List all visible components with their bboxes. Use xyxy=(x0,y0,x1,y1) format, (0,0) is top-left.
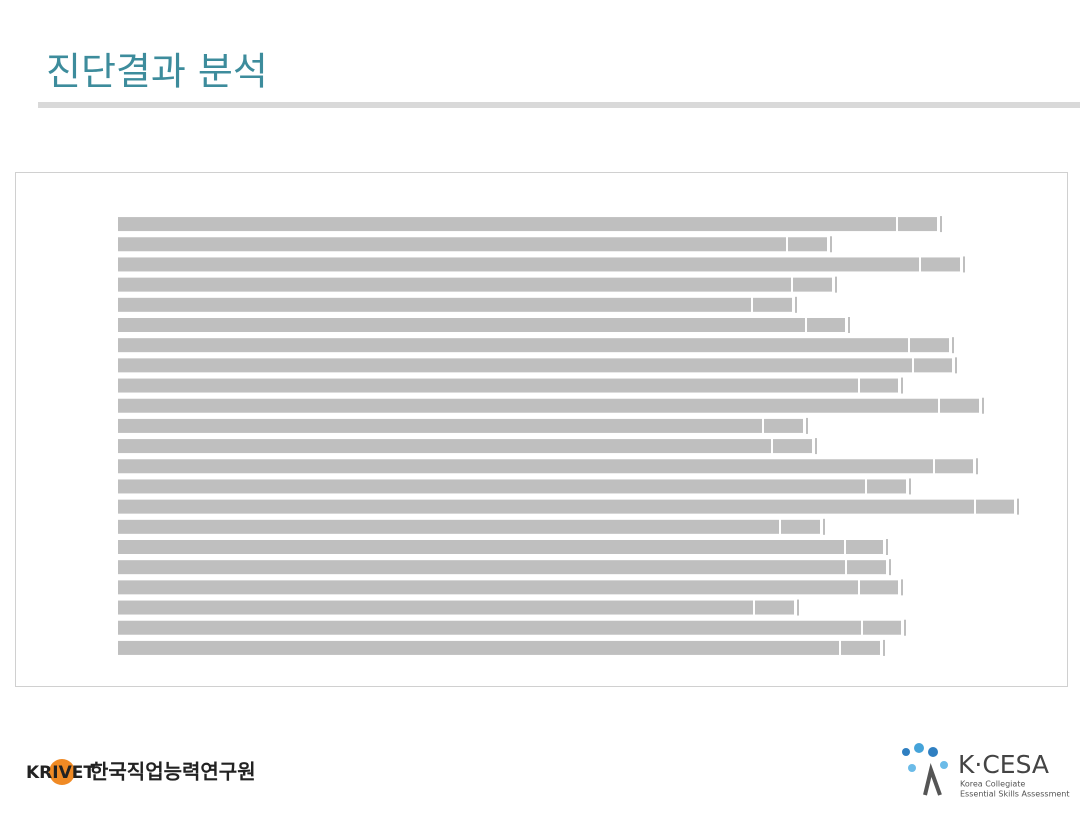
bar-segment xyxy=(912,356,954,375)
org-abbr: KRIVET xyxy=(26,763,95,783)
bar-segment xyxy=(858,376,900,395)
slide-title: 진단결과 분석 xyxy=(46,50,268,94)
bar-segment xyxy=(116,477,867,496)
bar-segment xyxy=(116,437,773,456)
bar-segment xyxy=(116,598,755,617)
brand-line: Korea Collegiate xyxy=(960,780,1025,789)
bar-segment xyxy=(896,215,939,234)
kcesa-logo-mark xyxy=(902,743,948,796)
bar-segment xyxy=(116,558,847,577)
bar-segment xyxy=(116,497,976,516)
bar-segment xyxy=(858,578,900,597)
bar-segment xyxy=(116,255,921,274)
title-rule xyxy=(38,102,1080,108)
bar-segment xyxy=(116,376,860,395)
bar-segment xyxy=(844,538,885,556)
bar-segment xyxy=(116,457,935,476)
bar-segment xyxy=(116,215,898,234)
brand-line: Essential Skills Assessment xyxy=(960,790,1070,799)
bar-segment xyxy=(805,316,847,334)
bar-segment xyxy=(908,336,951,355)
bar-segment xyxy=(116,538,846,556)
bar-segment xyxy=(116,396,940,415)
bar-segment xyxy=(762,416,805,435)
bar-segment xyxy=(779,517,822,536)
bar-segment xyxy=(116,578,860,597)
bar-segment xyxy=(116,618,863,637)
bar-segment xyxy=(116,316,807,334)
krivet-logo-mark xyxy=(49,759,75,785)
bar-segment xyxy=(116,235,788,254)
bar-segment xyxy=(919,255,962,274)
bar-segment xyxy=(751,295,794,314)
bar-segment xyxy=(861,618,903,637)
bar-segment xyxy=(116,517,781,536)
bar-segment xyxy=(933,457,975,476)
bar-segment xyxy=(974,497,1016,516)
bar-segment xyxy=(116,275,793,294)
bar-segment xyxy=(938,396,981,415)
org-name: 한국직업능력연구원 xyxy=(90,760,256,784)
bar-segment xyxy=(753,598,796,617)
bar-segment xyxy=(116,638,841,657)
bar-segment xyxy=(839,638,882,657)
bars xyxy=(116,215,1019,657)
bar-segment xyxy=(116,356,914,375)
bar-segment xyxy=(116,295,753,314)
bar-segment xyxy=(786,235,829,254)
bar-segment xyxy=(791,275,834,294)
bar-segment xyxy=(845,558,888,577)
bar-segment xyxy=(116,416,764,435)
bar-segment xyxy=(116,336,910,355)
brand: K·CESA xyxy=(958,750,1049,779)
bar-segment xyxy=(865,477,908,496)
bar-segment xyxy=(771,437,814,456)
